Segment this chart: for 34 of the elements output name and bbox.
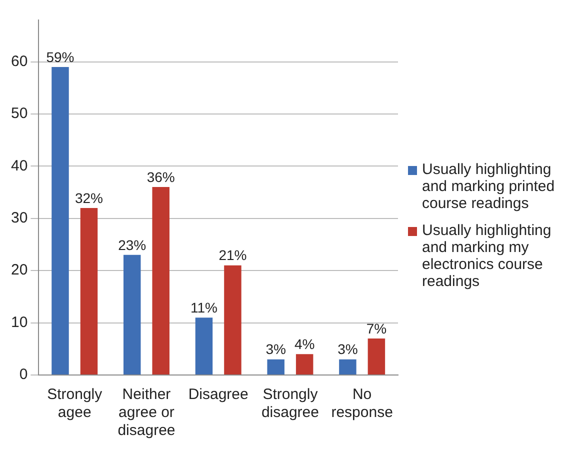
bar [152,187,170,374]
data-label: 7% [366,320,387,336]
y-tick-label: 20 [10,262,28,279]
data-label: 11% [190,299,218,316]
y-tick-label: 40 [10,157,28,174]
bar [368,338,386,374]
data-label: 32% [74,190,104,206]
bar [267,359,284,374]
bar [296,354,314,374]
data-label: 4% [294,336,315,352]
x-tick-label: No response [331,386,393,422]
y-tick-label: 60 [10,52,28,70]
y-tick-label: 30 [10,210,28,227]
data-label: 3% [266,341,286,358]
bar [52,66,69,374]
x-tick-label: Strongly agee [47,386,103,422]
bar [195,318,213,374]
legend-label: Usually highlighting and marking my electronics course readings [422,222,552,290]
data-label: 59% [46,48,74,65]
y-tick-label: 0 [19,366,28,384]
data-label: 3% [338,341,358,358]
data-label: 23% [118,236,146,253]
x-tick-label: Neither agree or disagree [118,386,176,440]
data-label: 36% [146,168,175,185]
y-tick-label: 10 [10,314,28,331]
bar [339,359,356,374]
x-tick-label: Strongly disagree [261,386,319,422]
data-label: 21% [218,247,247,264]
y-tick-label: 50 [10,105,28,122]
x-tick-label: Disagree [188,386,248,404]
bar [224,265,242,374]
bar [123,254,141,374]
legend-label: Usually highlighting and marking printed course readings [422,161,556,212]
bar [80,208,98,374]
